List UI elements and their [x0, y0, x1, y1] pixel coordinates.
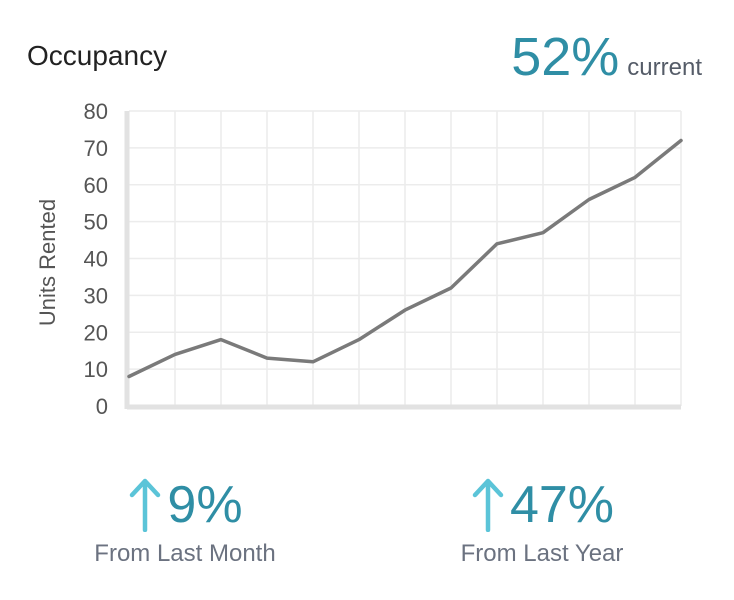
current-value: 52%: [511, 27, 620, 87]
up-arrow-icon: [130, 478, 161, 532]
y-tick-label: 80: [84, 99, 108, 124]
stat-from-last-year: 47% From Last Year: [412, 470, 672, 568]
y-tick-label: 10: [84, 357, 108, 382]
series-line: [127, 138, 683, 379]
stat-value: 47%: [509, 476, 615, 534]
occupancy-line-chart: 0 10 20 30 40 50 60 70 80 Units Rented: [35, 99, 683, 419]
y-axis-label: Units Rented: [35, 199, 60, 326]
y-tick-label: 60: [84, 173, 108, 198]
stat-value: 9%: [167, 476, 243, 534]
up-arrow-icon: [472, 478, 504, 532]
y-tick-label: 40: [84, 247, 108, 272]
y-tick-label: 30: [84, 283, 108, 308]
current-label: current: [627, 54, 702, 81]
y-tick-label: 70: [84, 136, 108, 161]
chart-title: Occupancy: [27, 40, 168, 71]
y-tick-label: 0: [96, 394, 108, 419]
stat-from-last-month: 9% From Last Month: [55, 470, 315, 568]
current-occupancy: 52% current: [511, 30, 702, 84]
stat-label: From Last Year: [460, 540, 624, 567]
y-tick-label: 50: [84, 210, 108, 235]
stat-label: From Last Month: [94, 540, 276, 567]
y-tick-label: 20: [84, 320, 108, 345]
